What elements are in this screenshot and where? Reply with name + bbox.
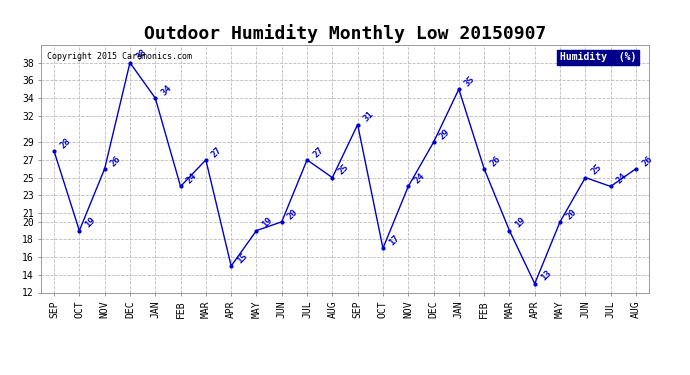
Title: Outdoor Humidity Monthly Low 20150907: Outdoor Humidity Monthly Low 20150907: [144, 24, 546, 44]
Text: 29: 29: [437, 128, 452, 141]
Text: 20: 20: [286, 207, 300, 221]
Text: 26: 26: [489, 154, 502, 168]
Text: 28: 28: [58, 136, 72, 150]
Text: 19: 19: [513, 216, 528, 230]
Text: 19: 19: [83, 216, 97, 230]
Text: 31: 31: [362, 110, 376, 124]
Text: 25: 25: [337, 163, 351, 177]
Text: 25: 25: [589, 163, 604, 177]
Text: 27: 27: [210, 145, 224, 159]
Text: 34: 34: [159, 83, 173, 97]
Text: Humidity  (%): Humidity (%): [560, 53, 636, 63]
Text: 17: 17: [387, 234, 401, 248]
Text: 15: 15: [235, 251, 249, 265]
Text: 13: 13: [539, 269, 553, 283]
Text: 24: 24: [185, 172, 199, 186]
Text: 26: 26: [109, 154, 123, 168]
Text: 26: 26: [640, 154, 654, 168]
Text: 24: 24: [413, 172, 426, 186]
Text: 24: 24: [615, 172, 629, 186]
Text: 19: 19: [261, 216, 275, 230]
Text: Copyright 2015 Caremonics.com: Copyright 2015 Caremonics.com: [48, 53, 193, 62]
Text: 35: 35: [463, 75, 477, 88]
Text: 20: 20: [564, 207, 578, 221]
Text: 38: 38: [134, 48, 148, 62]
Text: 27: 27: [311, 145, 325, 159]
